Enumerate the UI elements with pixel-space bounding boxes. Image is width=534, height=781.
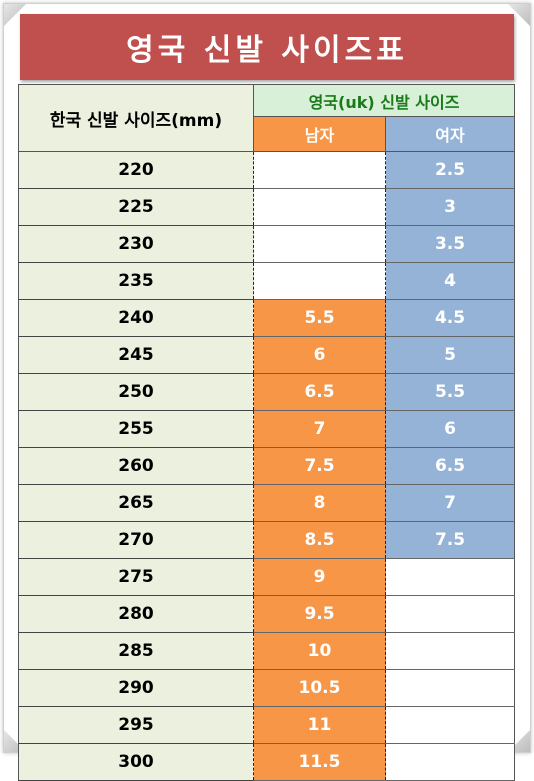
table-row: 240 5.5 4.5 [18, 299, 515, 337]
korea-size-cell: 230 [18, 225, 254, 263]
page-title: 영국 신발 사이즈표 [20, 14, 514, 80]
men-size-cell: 5.5 [253, 299, 386, 337]
women-size-cell [385, 743, 515, 781]
women-size-cell: 5 [385, 336, 515, 374]
men-size-cell: 8.5 [253, 521, 386, 559]
korea-size-cell: 260 [18, 447, 254, 485]
women-size-cell: 6.5 [385, 447, 515, 485]
women-size-cell: 3.5 [385, 225, 515, 263]
korea-size-cell: 290 [18, 669, 254, 707]
size-table: 한국 신발 사이즈(mm) 영국(uk) 신발 사이즈 남자 여자 220 2.5… [18, 84, 515, 781]
table-row: 230 3.5 [18, 225, 515, 263]
women-size-cell: 5.5 [385, 373, 515, 411]
women-size-cell: 4.5 [385, 299, 515, 337]
men-size-cell: 10 [253, 632, 386, 670]
women-header: 여자 [385, 116, 515, 152]
women-size-cell: 7.5 [385, 521, 515, 559]
korea-size-cell: 255 [18, 410, 254, 448]
women-size-cell [385, 595, 515, 633]
men-size-cell [253, 151, 386, 189]
table-row: 250 6.5 5.5 [18, 373, 515, 411]
men-size-cell: 8 [253, 484, 386, 522]
korea-size-cell: 250 [18, 373, 254, 411]
table-row: 265 8 7 [18, 484, 515, 522]
korea-size-cell: 265 [18, 484, 254, 522]
table-row: 275 9 [18, 558, 515, 596]
men-size-cell: 7 [253, 410, 386, 448]
table-row: 245 6 5 [18, 336, 515, 374]
women-size-cell: 2.5 [385, 151, 515, 189]
korea-size-cell: 270 [18, 521, 254, 559]
women-size-cell: 7 [385, 484, 515, 522]
women-size-cell: 3 [385, 188, 515, 226]
men-size-cell: 6 [253, 336, 386, 374]
korea-size-cell: 295 [18, 706, 254, 744]
men-size-cell: 10.5 [253, 669, 386, 707]
korea-size-cell: 225 [18, 188, 254, 226]
table-row: 280 9.5 [18, 595, 515, 633]
table-row: 260 7.5 6.5 [18, 447, 515, 485]
men-size-cell: 7.5 [253, 447, 386, 485]
table-row: 220 2.5 [18, 151, 515, 189]
korea-size-header: 한국 신발 사이즈(mm) [18, 84, 254, 152]
korea-size-cell: 235 [18, 262, 254, 300]
men-size-cell: 6.5 [253, 373, 386, 411]
men-size-cell: 11.5 [253, 743, 386, 781]
men-size-cell [253, 225, 386, 263]
table-row: 285 10 [18, 632, 515, 670]
table-row: 290 10.5 [18, 669, 515, 707]
korea-size-cell: 275 [18, 558, 254, 596]
men-size-cell: 9.5 [253, 595, 386, 633]
men-size-cell [253, 188, 386, 226]
korea-size-cell: 300 [18, 743, 254, 781]
korea-size-cell: 245 [18, 336, 254, 374]
table-row: 295 11 [18, 706, 515, 744]
women-size-cell [385, 632, 515, 670]
korea-size-cell: 280 [18, 595, 254, 633]
uk-size-header: 영국(uk) 신발 사이즈 [253, 84, 515, 117]
table-row: 270 8.5 7.5 [18, 521, 515, 559]
table-row: 255 7 6 [18, 410, 515, 448]
korea-size-cell: 285 [18, 632, 254, 670]
women-size-cell [385, 706, 515, 744]
men-size-cell [253, 262, 386, 300]
women-size-cell [385, 669, 515, 707]
women-size-cell [385, 558, 515, 596]
women-size-cell: 4 [385, 262, 515, 300]
korea-size-cell: 240 [18, 299, 254, 337]
men-size-cell: 11 [253, 706, 386, 744]
men-header: 남자 [253, 116, 386, 152]
table-row: 300 11.5 [18, 743, 515, 781]
table-row: 235 4 [18, 262, 515, 300]
women-size-cell: 6 [385, 410, 515, 448]
men-size-cell: 9 [253, 558, 386, 596]
size-rows: 220 2.5 225 3 230 3.5 235 4 240 5.5 4.5 245 6 5 250 6.5… [18, 151, 515, 781]
table-row: 225 3 [18, 188, 515, 226]
korea-size-cell: 220 [18, 151, 254, 189]
